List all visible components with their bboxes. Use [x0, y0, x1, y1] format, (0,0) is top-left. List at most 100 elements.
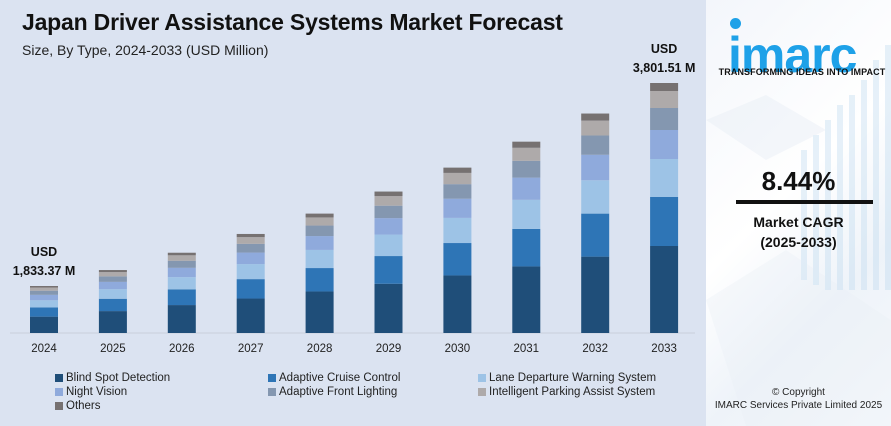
- legend-label: Night Vision: [66, 386, 128, 398]
- bar-segment-others-2027: [236, 233, 265, 238]
- bar-stack-2025: [98, 270, 127, 333]
- legend-swatch-icon: [478, 374, 486, 382]
- copyright-line2: IMARC Services Private Limited 2025: [714, 400, 883, 411]
- bar-segment-others-2033: [650, 83, 679, 91]
- bar-segment-others-2028: [305, 213, 334, 218]
- legend-label: Blind Spot Detection: [66, 372, 171, 384]
- legend-swatch-icon: [478, 388, 486, 396]
- bar-segment-lane-departure-warning-system-2025: [98, 289, 127, 299]
- legend-label: Others: [66, 400, 101, 412]
- x-tick-label: 2031: [514, 343, 540, 355]
- bar-segment-lane-departure-warning-system-2031: [512, 199, 541, 229]
- bar-segment-others-2031: [512, 141, 541, 148]
- legend-swatch-icon: [268, 374, 276, 382]
- x-tick-label: 2026: [169, 343, 195, 355]
- legend-item: Intelligent Parking Assist System: [478, 386, 655, 398]
- legend-swatch-icon: [55, 374, 63, 382]
- cagr-label: Market CAGR (2025-2033): [706, 212, 891, 252]
- annotation-value: 1,833.37 M: [13, 264, 76, 278]
- bar-segment-blind-spot-detection-2030: [443, 275, 472, 333]
- bar-segment-intelligent-parking-assist-system-2025: [98, 272, 127, 277]
- bar-segment-lane-departure-warning-system-2032: [581, 180, 610, 214]
- x-tick-label: 2032: [582, 343, 608, 355]
- x-tick-label: 2027: [238, 343, 264, 355]
- copyright-line1: © Copyright: [772, 387, 825, 398]
- bar-stack-2027: [236, 233, 265, 333]
- bar-segment-intelligent-parking-assist-system-2024: [30, 287, 58, 291]
- chart-title: Japan Driver Assistance Systems Market F…: [22, 9, 563, 35]
- bar-segment-intelligent-parking-assist-system-2029: [374, 196, 403, 206]
- brand-tagline: TRANSFORMING IDEAS INTO IMPACT: [718, 67, 886, 77]
- bar-segment-others-2025: [98, 270, 127, 273]
- chart-subtitle: Size, By Type, 2024-2033 (USD Million): [22, 42, 269, 58]
- legend-item: Blind Spot Detection: [55, 372, 170, 384]
- copyright: © Copyright IMARC Services Private Limit…: [706, 386, 891, 412]
- bar-segment-lane-departure-warning-system-2024: [30, 300, 58, 308]
- logo-dot-icon: [730, 18, 741, 29]
- bar-segment-others-2032: [581, 113, 610, 121]
- bar-segment-blind-spot-detection-2029: [374, 283, 403, 333]
- legend-label: Adaptive Front Lighting: [279, 386, 398, 398]
- bar-segment-night-vision-2030: [443, 198, 472, 218]
- annotation-value: 3,801.51 M: [633, 61, 696, 75]
- bar-segment-lane-departure-warning-system-2030: [443, 217, 472, 244]
- bar-segment-adaptive-front-lighting-2028: [305, 225, 334, 237]
- bar-segment-adaptive-front-lighting-2024: [30, 290, 58, 295]
- bar-segment-blind-spot-detection-2024: [30, 316, 58, 333]
- x-tick-label: 2033: [651, 343, 677, 355]
- x-tick-labels: 2024 2025 2026 2027 2028 2029 2030 2031 2032 2033: [31, 343, 677, 355]
- bar-segment-others-2024: [30, 286, 58, 288]
- x-tick-label: 2028: [307, 343, 333, 355]
- bar-segment-lane-departure-warning-system-2029: [374, 234, 403, 257]
- bar-segment-lane-departure-warning-system-2033: [650, 159, 679, 197]
- bar-segment-night-vision-2033: [650, 130, 679, 159]
- legend-item: Lane Departure Warning System: [478, 372, 656, 384]
- cagr-value: 8.44%: [761, 166, 836, 196]
- info-panel: imarc TRANSFORMING IDEAS INTO IMPACT 8.4…: [706, 0, 891, 426]
- legend-swatch-icon: [55, 402, 63, 410]
- bar-segment-adaptive-front-lighting-2025: [98, 276, 127, 282]
- bar-segment-night-vision-2025: [98, 281, 127, 290]
- bar-segment-night-vision-2026: [167, 267, 196, 278]
- bar-segment-adaptive-cruise-control-2025: [98, 298, 127, 312]
- legend-label: Lane Departure Warning System: [489, 372, 657, 384]
- legend-item: Adaptive Cruise Control: [268, 372, 400, 384]
- stacked-bar-chart: 2024 2025 2026 2027 2028 2029 2030 2031 2032 2033…: [10, 42, 696, 355]
- legend-label: Intelligent Parking Assist System: [489, 386, 656, 398]
- x-tick-label: 2030: [445, 343, 471, 355]
- bar-stack-2031: [512, 141, 541, 333]
- imarc-logo: imarc: [716, 10, 886, 80]
- cagr-label-line1: Market CAGR: [753, 214, 844, 230]
- bars-group: [30, 83, 679, 333]
- bar-segment-lane-departure-warning-system-2028: [305, 249, 334, 269]
- legend-item: Others: [55, 400, 101, 412]
- bar-stack-2028: [305, 213, 334, 333]
- bar-segment-adaptive-cruise-control-2027: [236, 279, 265, 299]
- chart-panel: Japan Driver Assistance Systems Market F…: [10, 9, 696, 412]
- bar-segment-night-vision-2024: [30, 294, 58, 301]
- cagr-divider: [736, 200, 873, 204]
- legend-swatch-icon: [268, 388, 276, 396]
- bar-segment-adaptive-cruise-control-2026: [167, 289, 196, 306]
- bar-segment-blind-spot-detection-2027: [236, 298, 265, 333]
- x-tick-label: 2025: [100, 343, 126, 355]
- bar-segment-others-2026: [167, 252, 196, 256]
- bar-stack-2030: [443, 167, 472, 333]
- bar-stack-2033: [650, 83, 679, 333]
- bar-segment-adaptive-cruise-control-2028: [305, 268, 334, 292]
- bar-segment-intelligent-parking-assist-system-2028: [305, 217, 334, 226]
- bar-segment-adaptive-cruise-control-2029: [374, 256, 403, 284]
- annotation-currency: USD: [651, 42, 677, 56]
- bar-stack-2032: [581, 113, 610, 333]
- bar-segment-intelligent-parking-assist-system-2031: [512, 147, 541, 161]
- bar-segment-blind-spot-detection-2031: [512, 266, 541, 333]
- bar-segment-intelligent-parking-assist-system-2030: [443, 172, 472, 185]
- bar-segment-adaptive-front-lighting-2033: [650, 108, 679, 130]
- legend-item: Adaptive Front Lighting: [268, 386, 397, 398]
- background-chart-decoration: [706, 45, 891, 426]
- bar-segment-adaptive-front-lighting-2029: [374, 205, 403, 219]
- bar-stack-2029: [374, 191, 403, 333]
- bar-segment-intelligent-parking-assist-system-2032: [581, 120, 610, 136]
- bar-segment-night-vision-2032: [581, 154, 610, 181]
- bar-segment-blind-spot-detection-2032: [581, 256, 610, 333]
